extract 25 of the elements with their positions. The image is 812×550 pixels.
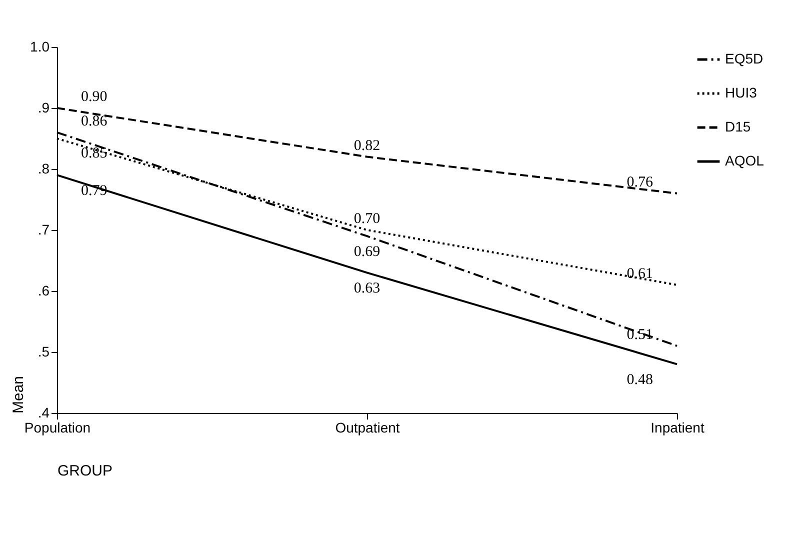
data-label: 0.76 — [626, 174, 654, 190]
y-tick-label: .7 — [38, 222, 50, 238]
y-tick-label: .9 — [38, 100, 50, 116]
legend-label: AQOL — [725, 152, 764, 168]
x-axis-title: GROUP — [58, 462, 113, 480]
y-tick-label: .6 — [38, 282, 50, 298]
y-tick-label: 1.0 — [30, 38, 50, 54]
y-tick-label: .4 — [38, 404, 50, 420]
legend-label: HUI3 — [725, 84, 758, 100]
y-tick-label: .8 — [38, 160, 50, 176]
x-tick-label: Inpatient — [650, 420, 704, 436]
data-label: 0.69 — [354, 244, 380, 260]
y-axis-title: Mean — [10, 376, 28, 414]
data-label: 0.70 — [354, 211, 380, 227]
x-tick-label: Population — [24, 420, 91, 436]
data-label: 0.82 — [354, 138, 380, 154]
data-label: 0.48 — [626, 372, 653, 388]
data-label: 0.86 — [81, 113, 108, 130]
y-tick-label: .5 — [38, 344, 50, 360]
legend-label: D15 — [725, 118, 751, 134]
data-label: 0.63 — [354, 280, 380, 297]
x-tick-label: Outpatient — [335, 420, 400, 436]
data-label: 0.90 — [81, 89, 108, 105]
legend-label: EQ5D — [725, 50, 764, 66]
data-label: 0.61 — [626, 266, 653, 282]
